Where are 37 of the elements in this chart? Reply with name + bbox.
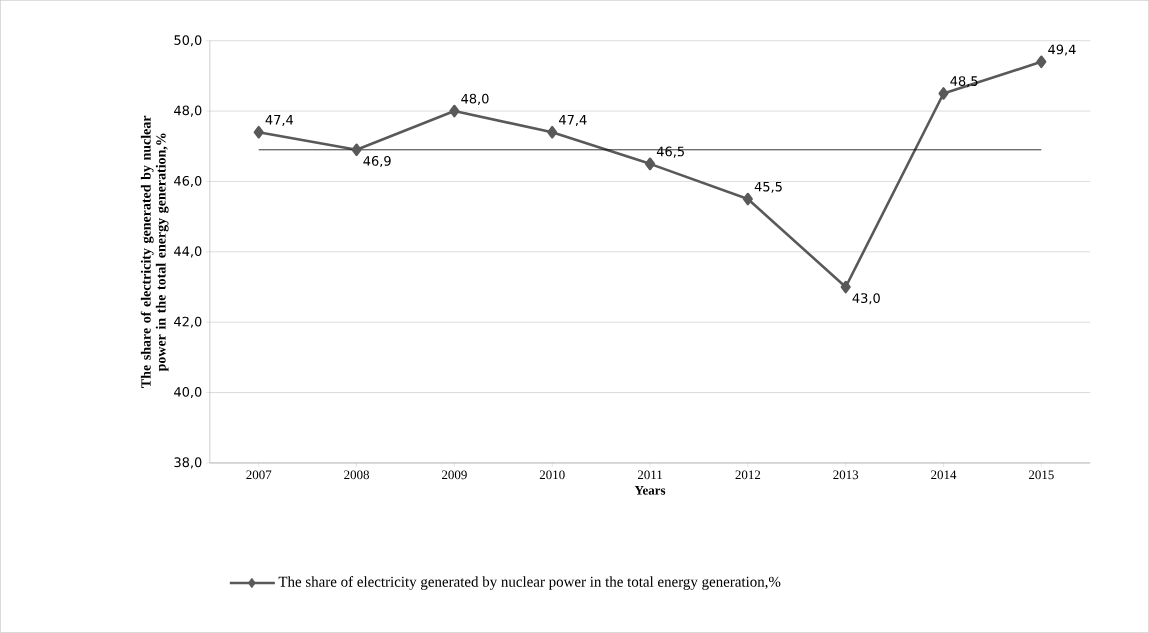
x-tick-label: 2011	[637, 470, 662, 480]
data-label: 46,9	[363, 156, 391, 168]
data-label: 48,0	[461, 93, 489, 106]
y-tick-label: 44,0	[174, 246, 202, 258]
data-label: 43,0	[852, 293, 880, 305]
x-tick-label: 2007	[246, 470, 272, 480]
x-tick-label: 2014	[931, 470, 957, 480]
y-tick-label: 46,0	[174, 176, 202, 188]
x-tick-label: 2010	[539, 470, 565, 480]
data-label: 47,4	[265, 115, 294, 127]
data-label: 48,5	[950, 76, 978, 88]
x-tick-label: 2012	[735, 470, 761, 480]
x-tick-label: 2015	[1028, 470, 1054, 480]
point	[1036, 55, 1047, 69]
y-tick-label: 40,0	[174, 387, 202, 399]
point	[840, 280, 851, 294]
x-tick-label: 2013	[833, 470, 859, 480]
x-tick-label: 2008	[344, 470, 370, 480]
data-label: 45,5	[754, 182, 782, 193]
point	[547, 126, 558, 139]
data-label: 47,4	[559, 115, 587, 127]
point	[449, 104, 460, 118]
y-axis-title: The share of electricity generated by nuclear power in the total energy generation,%	[140, 115, 169, 389]
legend-label: The share of electricity generated by nuclear power in the total energy generation,%	[278, 576, 781, 590]
point	[742, 192, 753, 206]
point	[253, 126, 264, 139]
point	[644, 157, 656, 171]
x-tick-label: 2009	[441, 470, 467, 480]
y-tick-label: 48,0	[174, 105, 202, 117]
y-tick-label: 38,0	[174, 457, 202, 469]
y-tick-label: 50,0	[174, 35, 202, 47]
x-axis-title: Years	[634, 486, 666, 495]
data-label: 49,4	[1048, 44, 1076, 56]
point	[351, 143, 362, 157]
y-tick-label: 42,0	[174, 316, 202, 328]
point	[938, 87, 949, 100]
data-label: 46,5	[656, 146, 684, 158]
